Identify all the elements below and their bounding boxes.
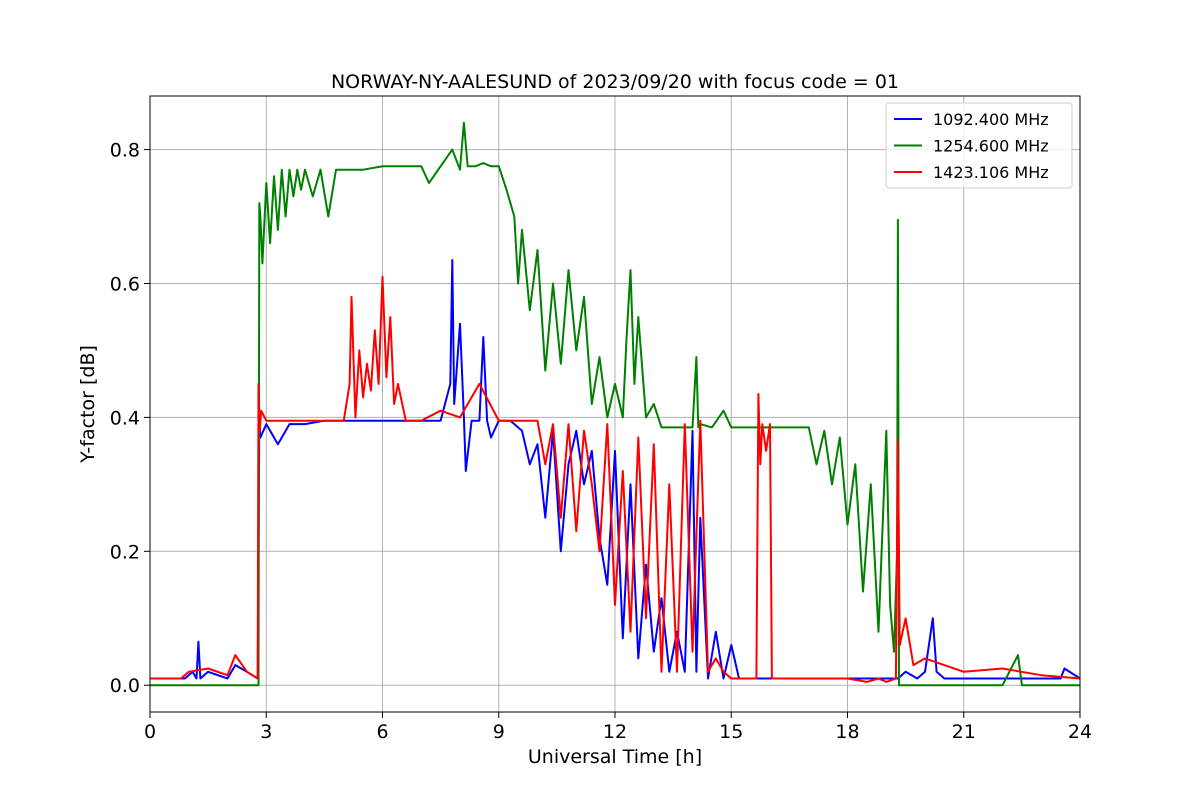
x-tick-label: 18: [835, 721, 859, 743]
legend-box: [885, 102, 1073, 189]
legend-label: 1254.600 MHz: [933, 137, 1049, 156]
series-line-3: [150, 275, 1081, 683]
chart-title: NORWAY-NY-AALESUND of 2023/09/20 with fo…: [331, 71, 899, 93]
series-line-1: [150, 259, 1081, 680]
y-tick-label: 0.6: [110, 273, 140, 295]
y-axis: 0.0 0.2 0.4 0.6 0.8: [110, 140, 150, 697]
x-tick-label: 6: [376, 721, 388, 743]
x-tick-label: 21: [952, 721, 976, 743]
x-tick-label: 15: [719, 721, 743, 743]
y-tick-label: 0.4: [110, 407, 140, 429]
series-lines: [150, 121, 1081, 687]
x-tick-label: 3: [260, 721, 272, 743]
y-tick-label: 0.8: [110, 140, 140, 162]
legend-label: 1092.400 MHz: [933, 110, 1049, 129]
legend-label: 1423.106 MHz: [933, 163, 1049, 182]
y-tick-label: 0.0: [110, 675, 140, 697]
x-tick-label: 12: [603, 721, 627, 743]
x-axis-label: Universal Time [h]: [528, 746, 702, 768]
x-axis: 0 3 6 9 12 15 18 21 24: [144, 712, 1092, 743]
x-tick-label: 0: [144, 721, 156, 743]
series-line-2: [150, 121, 1080, 687]
legend: 1092.400 MHz 1254.600 MHz 1423.106 MHz: [885, 102, 1073, 189]
x-tick-label: 9: [493, 721, 505, 743]
x-tick-label: 24: [1068, 721, 1092, 743]
y-tick-label: 0.2: [110, 541, 140, 563]
y-axis-label: Y-factor [dB]: [77, 345, 99, 464]
